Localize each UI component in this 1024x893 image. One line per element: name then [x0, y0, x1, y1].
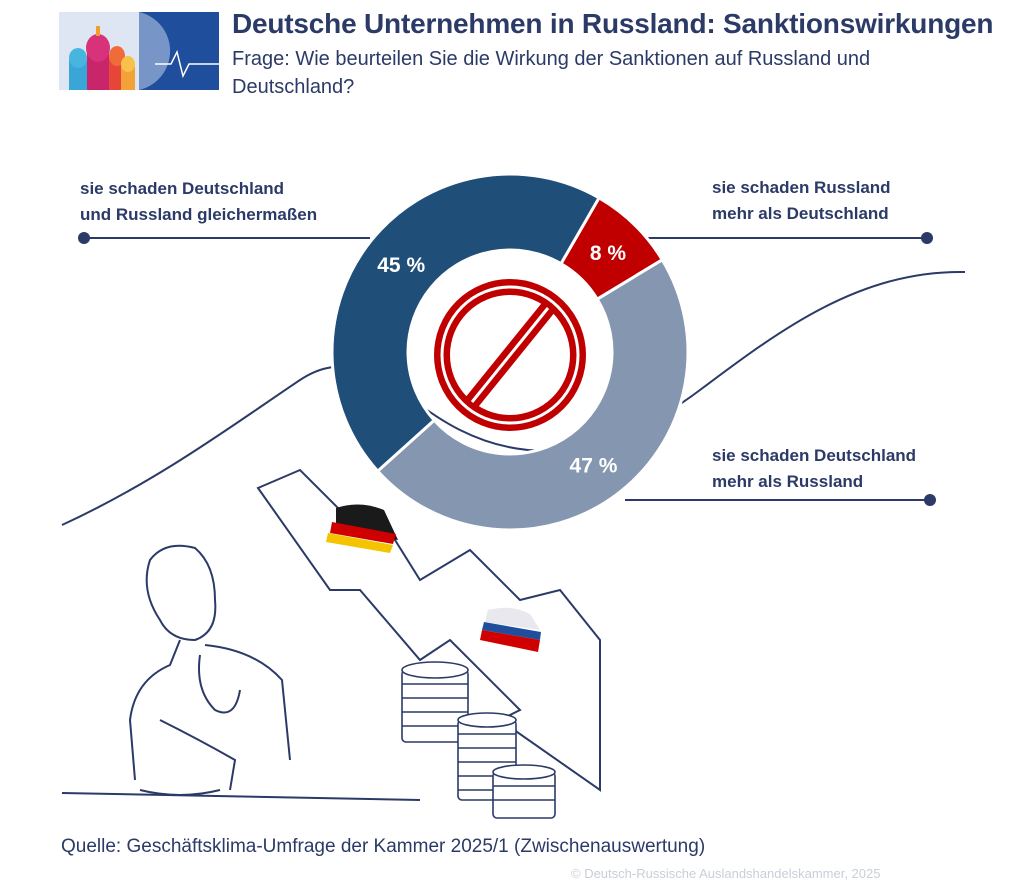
category-label-germany-line1: sie schaden Deutschland	[712, 446, 917, 465]
german-flag-icon	[326, 504, 398, 553]
category-label-russia-line1: sie schaden Russland	[712, 178, 891, 197]
callout-dot-russia	[921, 232, 933, 244]
kremlin-logo-icon	[59, 12, 219, 90]
coin-stack-icon	[401, 661, 556, 819]
russian-flag-icon	[480, 607, 541, 652]
source-note: Quelle: Geschäftsklima-Umfrage der Kamme…	[61, 836, 706, 857]
category-label-germany: sie schaden Deutschland mehr als Russlan…	[712, 443, 916, 495]
slice-germany-value-label: 47 %	[570, 454, 618, 477]
category-label-equal-line2: und Russland gleichermaßen	[80, 205, 318, 224]
page-subtitle: Frage: Wie beurteilen Sie die Wirkung de…	[232, 48, 871, 98]
category-label-russia: sie schaden Russland mehr als Deutschlan…	[712, 175, 891, 227]
copyright-note: © Deutsch-Russische Auslandshandelskamme…	[571, 866, 881, 881]
slice-russia-value-label: 8 %	[590, 242, 627, 265]
callout-dot-equal	[78, 232, 90, 244]
thinking-man-illustration	[61, 544, 421, 801]
page-title: Deutsche Unternehmen in Russland: Sankti…	[232, 8, 994, 39]
category-label-germany-line2: mehr als Russland	[712, 472, 864, 491]
category-label-russia-line2: mehr als Deutschland	[712, 204, 889, 223]
decorative-curve	[61, 270, 966, 526]
category-label-equal-line1: sie schaden Deutschland	[80, 179, 285, 198]
slice-germany	[375, 257, 690, 532]
category-label-equal: sie schaden Deutschland und Russland gle…	[80, 176, 317, 228]
slice-equal-value-label: 45 %	[377, 254, 425, 277]
callout-dot-germany	[924, 494, 936, 506]
slice-equal	[330, 172, 602, 474]
prohibition-icon	[434, 279, 586, 431]
